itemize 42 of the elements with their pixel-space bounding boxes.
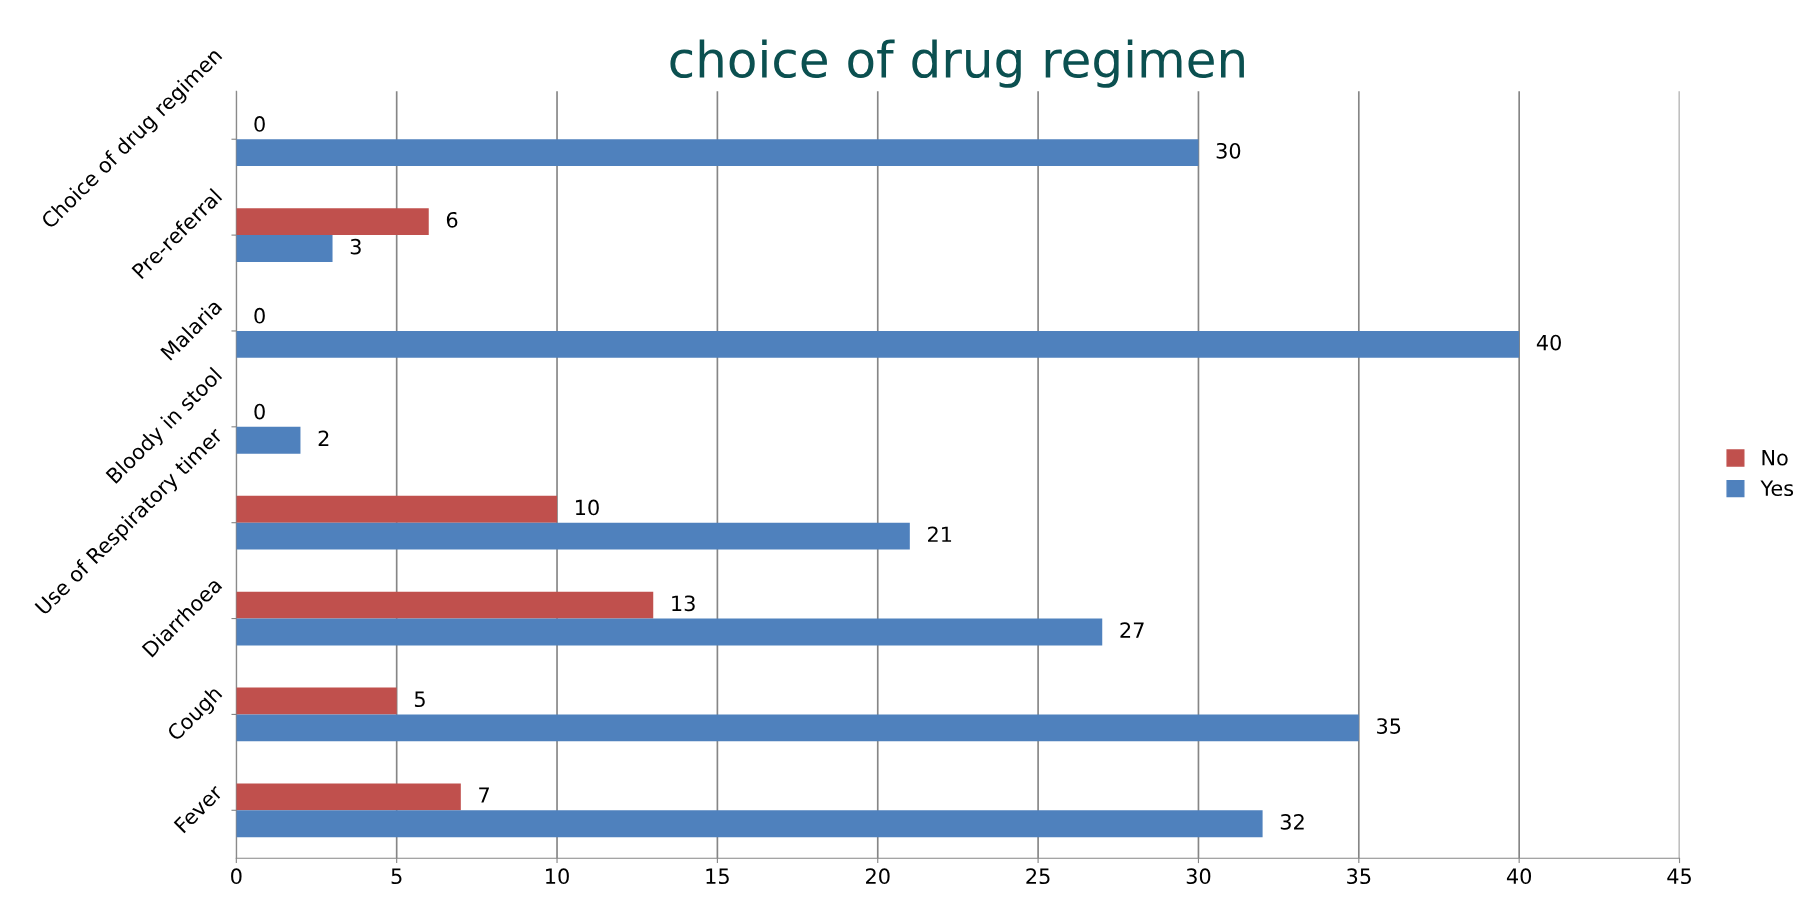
bar [236, 618, 1103, 646]
bar [236, 139, 1199, 167]
data-label: 32 [1280, 814, 1304, 830]
x-tick-label: 10 [546, 868, 569, 885]
data-label: 6 [446, 211, 458, 228]
data-label: 40 [1536, 334, 1561, 351]
data-label: 30 [1216, 142, 1241, 159]
bar [236, 522, 910, 550]
bar [236, 714, 1359, 742]
chart-title: choice of drug regimen [670, 39, 1244, 88]
bar [236, 208, 429, 236]
x-tick-label: 0 [231, 868, 242, 885]
data-label: 5 [414, 691, 425, 708]
x-tick-label: 5 [391, 868, 402, 885]
x-tick-label: 40 [1506, 868, 1532, 885]
data-label: 35 [1377, 718, 1401, 734]
data-label: 0 [254, 403, 265, 420]
data-label: 7 [479, 787, 489, 803]
x-tick-label: 45 [1667, 868, 1691, 885]
x-tick-label: 25 [1026, 868, 1050, 885]
data-label: 27 [1120, 622, 1144, 638]
x-tick-label: 30 [1186, 868, 1211, 885]
data-label: 21 [928, 526, 952, 542]
x-tick-label: 35 [1347, 868, 1371, 885]
bar [236, 687, 397, 715]
x-tick-label: 20 [866, 868, 890, 885]
bar [236, 495, 558, 523]
data-label: 10 [575, 499, 599, 516]
x-tick-label: 15 [706, 868, 729, 885]
bar [236, 783, 461, 811]
data-label: 3 [350, 238, 361, 255]
legend-label: No [1762, 450, 1788, 466]
bar [236, 330, 1520, 358]
bar [236, 591, 654, 619]
data-label: 0 [254, 307, 265, 324]
bar [236, 426, 301, 454]
data-label: 13 [672, 595, 695, 612]
data-label: 2 [318, 430, 329, 446]
legend-label: Yes [1760, 480, 1794, 497]
bar [236, 810, 1263, 838]
data-label: 0 [254, 116, 265, 132]
bar [236, 235, 333, 262]
